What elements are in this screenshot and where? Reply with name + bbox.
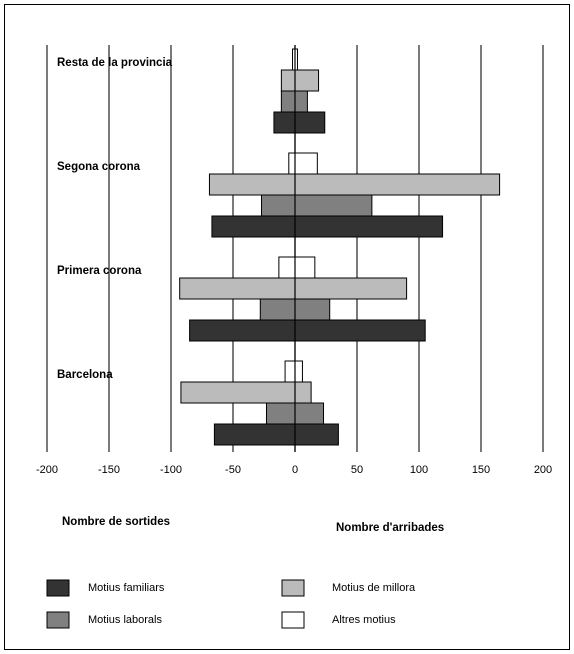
bar-negative: [261, 194, 296, 217]
bar-positive: [294, 173, 501, 196]
bar-negative: [280, 90, 296, 113]
category-label: Resta de la provincia: [57, 57, 173, 69]
x-tick-label: 200: [534, 464, 552, 476]
frame: [4, 4, 570, 650]
legend-swatch: [46, 579, 70, 597]
legend-label: Motius de millora: [332, 582, 416, 594]
x-tick-label: 100: [410, 464, 428, 476]
x-tick-label: -200: [36, 464, 58, 476]
x-label-negative: Nombre de sortides: [62, 516, 170, 528]
legend-label: Altres motius: [332, 614, 396, 626]
legend-swatch: [281, 579, 305, 597]
bar-positive: [294, 423, 339, 446]
category-label: Primera corona: [57, 265, 142, 277]
x-tick-label: -50: [225, 464, 241, 476]
bar-positive: [294, 277, 408, 300]
bar-negative: [284, 360, 296, 383]
x-label-positive: Nombre d'arribades: [336, 522, 444, 534]
x-tick-label: -100: [160, 464, 182, 476]
bar-positive: [294, 152, 318, 175]
bar-negative: [180, 381, 296, 404]
bar-negative: [213, 423, 296, 446]
legend-label: Motius familiars: [88, 582, 165, 594]
bar-negative: [189, 319, 296, 342]
bar-negative: [211, 215, 296, 238]
bar-negative: [273, 111, 296, 134]
bar-negative: [280, 69, 296, 92]
bar-negative: [265, 402, 296, 425]
bar-positive: [294, 194, 373, 217]
bar-positive: [294, 319, 426, 342]
x-tick-label: -150: [98, 464, 120, 476]
bar-positive: [294, 402, 325, 425]
bar-negative: [179, 277, 296, 300]
bar-positive: [294, 256, 316, 279]
bar-negative: [278, 256, 296, 279]
x-tick-label: 0: [292, 464, 298, 476]
bar-positive: [294, 298, 331, 321]
bar-positive: [294, 90, 308, 113]
bar-positive: [294, 111, 326, 134]
category-label: Segona corona: [57, 161, 141, 173]
bar-positive: [294, 215, 444, 238]
legend-label: Motius laborals: [88, 614, 162, 626]
legend-swatch: [281, 611, 305, 629]
category-label: Barcelona: [57, 369, 113, 381]
x-tick-label: 50: [351, 464, 363, 476]
bar-positive: [294, 360, 303, 383]
legend-swatch: [46, 611, 70, 629]
bar-positive: [294, 69, 320, 92]
bar-positive: [294, 381, 312, 404]
bar-negative: [259, 298, 296, 321]
bar-negative: [208, 173, 296, 196]
bar-negative: [288, 152, 296, 175]
x-tick-label: 150: [472, 464, 490, 476]
